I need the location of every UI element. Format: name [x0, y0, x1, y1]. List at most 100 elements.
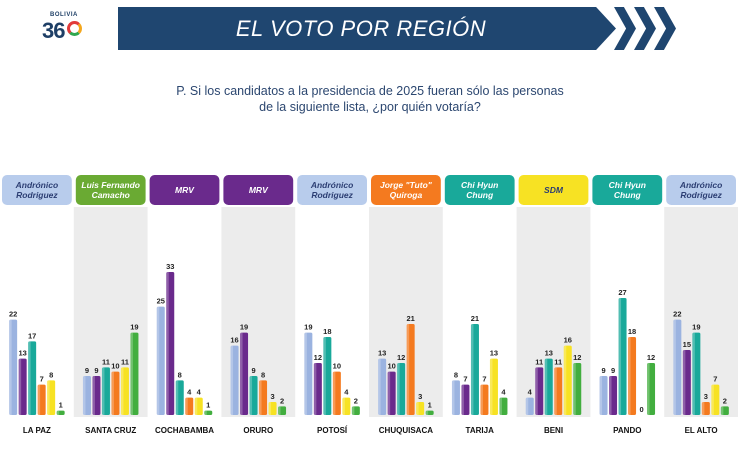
- data-bar-highlight: [682, 350, 686, 415]
- data-bar: [628, 337, 637, 415]
- data-bar-highlight: [332, 371, 336, 415]
- data-bar-highlight: [268, 402, 272, 415]
- leader-header-box: [75, 175, 146, 205]
- data-label: 19: [304, 323, 312, 332]
- logo-zero-ring-icon: [67, 21, 82, 36]
- leader-header-box: [2, 175, 72, 205]
- data-bar: [499, 397, 508, 415]
- data-bar: [47, 380, 56, 415]
- data-bar-highlight: [489, 358, 493, 415]
- data-bar: [249, 376, 258, 415]
- data-bar-highlight: [101, 367, 105, 415]
- data-label: 8: [178, 370, 182, 379]
- data-label: 13: [545, 349, 553, 358]
- data-bar-highlight: [378, 358, 381, 415]
- data-bar-highlight: [47, 380, 50, 415]
- region-tick-label: TARIJA: [466, 426, 495, 435]
- data-bar: [416, 402, 425, 415]
- data-label: 0: [639, 405, 643, 414]
- data-bar-highlight: [304, 332, 307, 415]
- logo-country-text: BOLIVIA: [50, 12, 78, 18]
- leader-header-label: Rodriguez: [16, 190, 58, 200]
- leader-header-label: Quiroga: [390, 190, 423, 200]
- data-bar: [397, 363, 406, 415]
- data-bar-highlight: [313, 363, 317, 415]
- data-bar: [682, 350, 691, 415]
- data-bar: [175, 380, 184, 415]
- data-bar: [323, 337, 332, 415]
- data-bar-highlight: [240, 332, 243, 415]
- data-label: 9: [85, 366, 89, 375]
- data-bar-highlight: [554, 367, 557, 415]
- data-bar-highlight: [230, 345, 234, 415]
- data-bar: [720, 406, 729, 415]
- data-bar: [535, 367, 544, 415]
- data-label: 7: [40, 375, 44, 384]
- data-bar-highlight: [37, 384, 41, 415]
- data-bar-highlight: [535, 367, 538, 415]
- question-line-1: P. Si los candidatos a la presidencia de…: [176, 84, 564, 98]
- data-bar: [166, 272, 175, 415]
- leader-header-label: Chi Hyun: [461, 180, 498, 190]
- data-label: 3: [704, 392, 708, 401]
- data-bar-highlight: [111, 371, 114, 415]
- data-bar: [313, 363, 322, 415]
- data-bar: [18, 358, 27, 415]
- data-bar-highlight: [425, 410, 429, 415]
- data-bar-highlight: [609, 376, 612, 415]
- data-label: 15: [683, 340, 691, 349]
- data-bar: [470, 324, 479, 415]
- data-bar-highlight: [720, 406, 724, 415]
- data-bar: [351, 406, 360, 415]
- data-bar-highlight: [711, 384, 714, 415]
- data-label: 17: [28, 331, 36, 340]
- leader-header-box: [444, 175, 515, 205]
- data-bar: [711, 384, 720, 415]
- leader-header-label: Luis Fernando: [81, 180, 140, 190]
- data-bar-highlight: [175, 380, 179, 415]
- data-bar-highlight: [628, 337, 631, 415]
- data-bar: [618, 298, 627, 415]
- data-label: 2: [354, 396, 358, 405]
- data-bar: [701, 402, 710, 415]
- data-bar-highlight: [259, 380, 262, 415]
- data-bar-highlight: [451, 380, 455, 415]
- data-bar-highlight: [323, 337, 326, 415]
- data-bar-highlight: [351, 406, 355, 415]
- data-label: 10: [111, 362, 119, 371]
- data-bar: [130, 332, 139, 415]
- data-bar: [278, 406, 287, 415]
- data-bar: [489, 358, 498, 415]
- data-label: 12: [314, 353, 322, 362]
- data-bar: [554, 367, 563, 415]
- leader-header-box: [371, 175, 441, 205]
- data-label: 7: [482, 375, 486, 384]
- leader-header-label: Andrónico: [15, 180, 59, 190]
- data-bar-highlight: [461, 384, 464, 415]
- data-label: 19: [240, 323, 248, 332]
- data-label: 8: [454, 370, 458, 379]
- data-label: 9: [94, 366, 98, 375]
- data-label: 19: [692, 323, 700, 332]
- leader-header-box: [149, 175, 220, 205]
- data-bar-highlight: [342, 397, 345, 415]
- data-bar: [230, 345, 239, 415]
- data-bar-highlight: [278, 406, 281, 415]
- data-label: 12: [397, 353, 405, 362]
- data-bar: [120, 367, 129, 415]
- data-bar: [28, 341, 37, 415]
- leader-header-label: Jorge "Tuto": [380, 180, 433, 190]
- region-tick-label: ORURO: [243, 426, 273, 435]
- data-bar-highlight: [387, 371, 391, 415]
- data-bar-highlight: [470, 324, 474, 415]
- data-bar: [111, 371, 120, 415]
- data-label: 4: [187, 388, 192, 397]
- data-bar-highlight: [9, 319, 12, 415]
- data-bar: [609, 376, 618, 415]
- leader-header-label: SDM: [544, 185, 564, 195]
- data-bar: [185, 397, 194, 415]
